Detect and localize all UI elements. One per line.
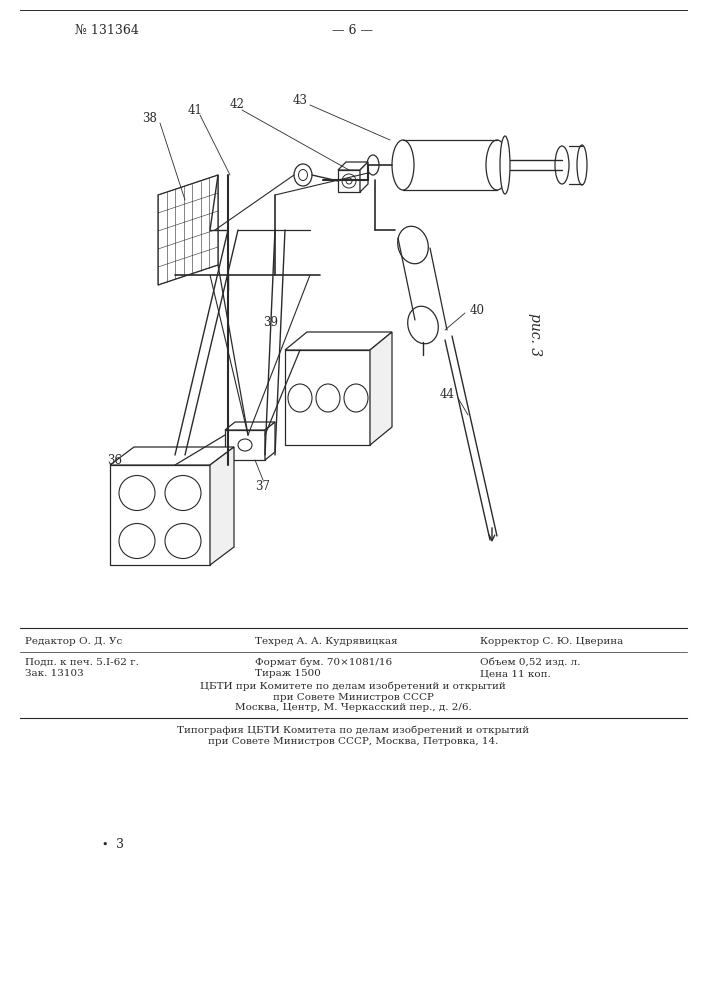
Ellipse shape: [316, 384, 340, 412]
Text: ЦБТИ при Комитете по делам изобретений и открытий: ЦБТИ при Комитете по делам изобретений и…: [200, 681, 506, 691]
Polygon shape: [210, 447, 234, 565]
Polygon shape: [225, 430, 265, 460]
Text: Техред А. А. Кудрявицкая: Техред А. А. Кудрявицкая: [255, 637, 397, 646]
Text: при Совете Министров СССР, Москва, Петровка, 14.: при Совете Министров СССР, Москва, Петро…: [208, 738, 498, 746]
Ellipse shape: [294, 164, 312, 186]
Text: рис. 3: рис. 3: [528, 313, 542, 357]
Text: 36: 36: [107, 454, 122, 466]
Text: 38: 38: [143, 111, 158, 124]
Ellipse shape: [165, 476, 201, 510]
Text: 39: 39: [263, 316, 278, 328]
Ellipse shape: [486, 140, 508, 190]
Text: — 6 —: — 6 —: [332, 23, 373, 36]
Text: 40: 40: [470, 304, 485, 316]
Text: Подп. к печ. 5.І-62 г.: Подп. к печ. 5.І-62 г.: [25, 658, 139, 666]
Text: •: •: [102, 840, 108, 850]
Polygon shape: [265, 422, 275, 460]
Ellipse shape: [298, 169, 308, 180]
Text: 37: 37: [255, 481, 271, 493]
Polygon shape: [338, 162, 368, 170]
Polygon shape: [158, 175, 218, 285]
Text: Редактор О. Д. Ус: Редактор О. Д. Ус: [25, 637, 122, 646]
Text: 44: 44: [440, 388, 455, 401]
Polygon shape: [225, 422, 275, 430]
Text: Москва, Центр, М. Черкасский пер., д. 2/6.: Москва, Центр, М. Черкасский пер., д. 2/…: [235, 704, 472, 712]
Polygon shape: [338, 170, 360, 192]
Text: Цена 11 коп.: Цена 11 коп.: [480, 670, 551, 678]
Text: 3: 3: [116, 838, 124, 852]
Text: 41: 41: [187, 104, 202, 116]
Text: при Совете Министров СССР: при Совете Министров СССР: [273, 692, 433, 702]
Ellipse shape: [577, 145, 587, 185]
Ellipse shape: [119, 476, 155, 510]
Ellipse shape: [342, 174, 356, 188]
Ellipse shape: [392, 140, 414, 190]
Text: Формат бум. 70×1081/16: Формат бум. 70×1081/16: [255, 657, 392, 667]
Polygon shape: [285, 350, 370, 445]
Ellipse shape: [367, 155, 379, 175]
Text: Тираж 1500: Тираж 1500: [255, 670, 321, 678]
Polygon shape: [110, 465, 210, 565]
Ellipse shape: [344, 384, 368, 412]
Polygon shape: [370, 332, 392, 445]
Text: Зак. 13103: Зак. 13103: [25, 670, 83, 678]
Ellipse shape: [119, 524, 155, 558]
Text: Типография ЦБТИ Комитета по делам изобретений и открытий: Типография ЦБТИ Комитета по делам изобре…: [177, 725, 529, 735]
Polygon shape: [285, 332, 392, 350]
Polygon shape: [360, 162, 368, 192]
Text: 42: 42: [230, 99, 245, 111]
Text: Корректор С. Ю. Цверина: Корректор С. Ю. Цверина: [480, 637, 624, 646]
Ellipse shape: [555, 146, 569, 184]
Ellipse shape: [238, 439, 252, 451]
Text: Объем 0,52 изд. л.: Объем 0,52 изд. л.: [480, 658, 580, 666]
Ellipse shape: [408, 306, 438, 344]
Polygon shape: [110, 447, 234, 465]
Ellipse shape: [346, 178, 352, 184]
Text: № 131364: № 131364: [75, 23, 139, 36]
Ellipse shape: [398, 226, 428, 264]
Ellipse shape: [288, 384, 312, 412]
Text: 43: 43: [293, 94, 308, 106]
Ellipse shape: [500, 136, 510, 194]
Ellipse shape: [165, 524, 201, 558]
